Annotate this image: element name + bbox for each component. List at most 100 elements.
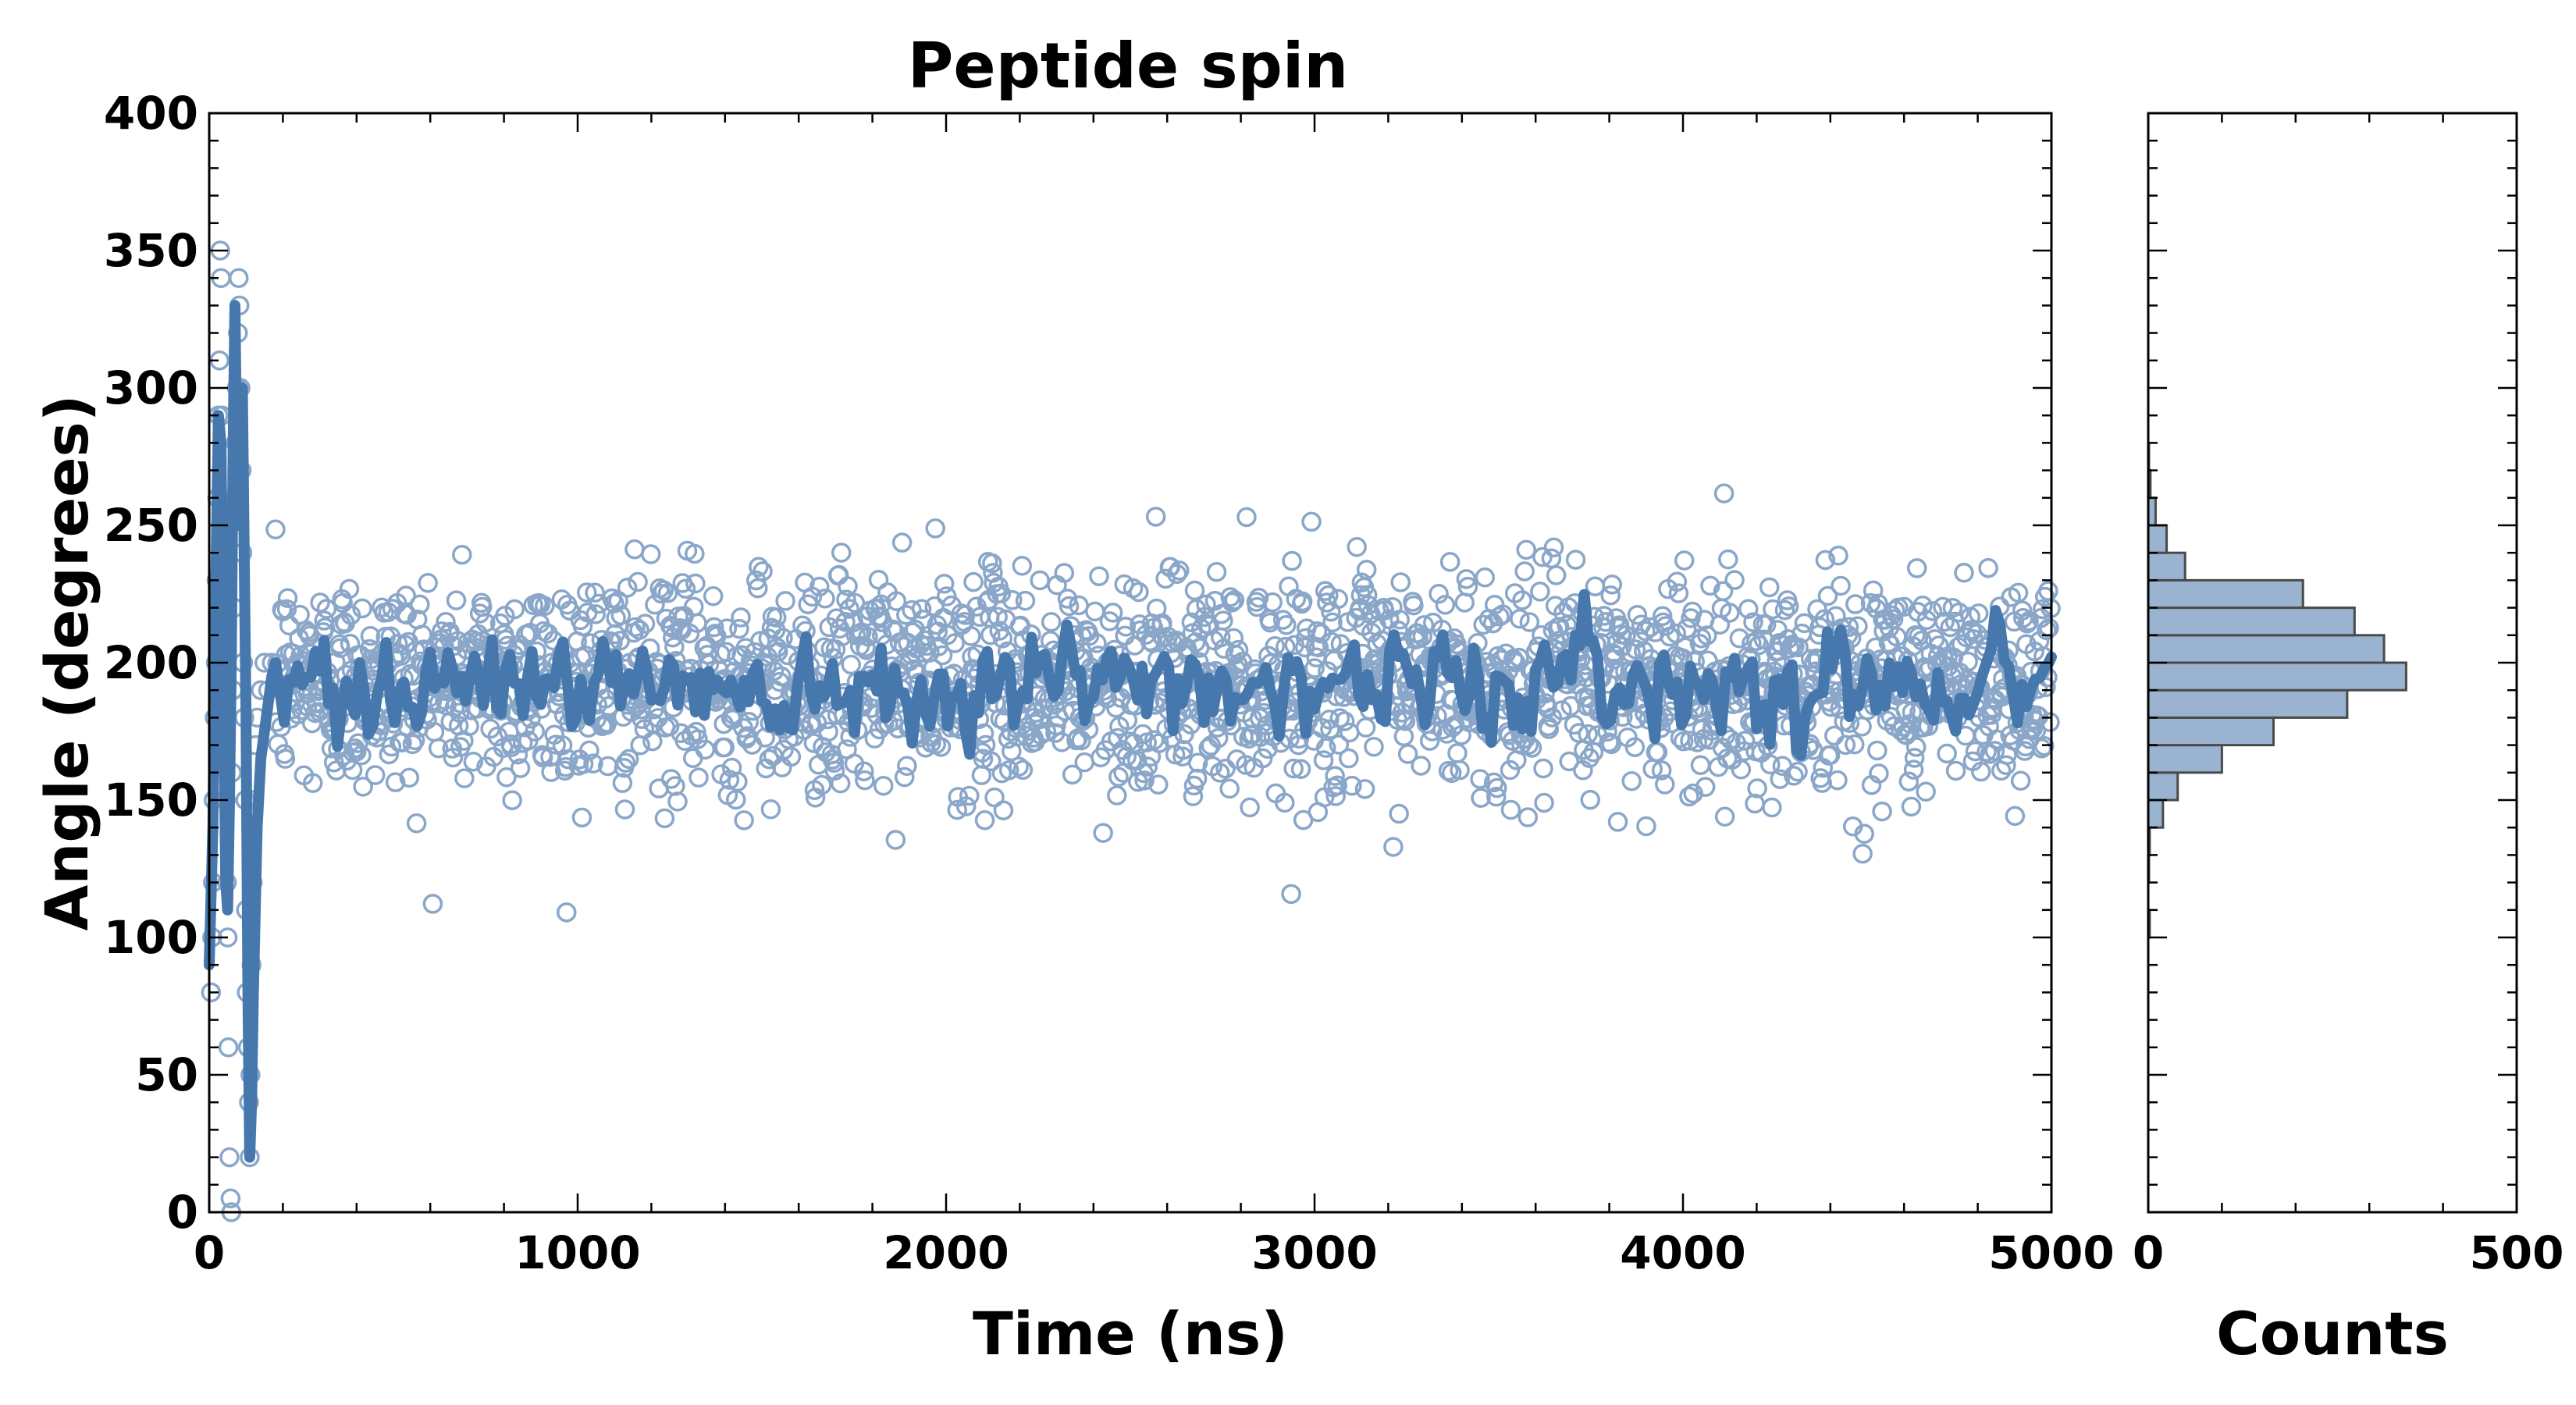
scatter-point xyxy=(1015,590,1036,611)
scatter-point xyxy=(1213,610,1233,631)
scatter-point xyxy=(1635,621,1656,642)
scatter-point xyxy=(1902,702,1923,723)
scatter-point xyxy=(1971,761,1991,782)
scatter-point xyxy=(1852,843,1873,864)
scatter-point xyxy=(422,894,443,914)
scatter-point xyxy=(974,810,995,831)
scatter-point xyxy=(818,721,838,742)
scatter-point xyxy=(351,745,372,766)
scatter-point xyxy=(1976,742,1997,762)
scatter-point xyxy=(1389,803,1409,824)
scatter-point xyxy=(992,628,1013,649)
y-axis-title: Angle (degrees) xyxy=(32,394,101,930)
scatter-point xyxy=(2008,582,2029,603)
scatter-point xyxy=(1820,745,1841,766)
scatter-point xyxy=(608,591,628,611)
scatter-point xyxy=(1710,614,1731,635)
scatter-point xyxy=(1471,788,1491,808)
scatter-point xyxy=(961,626,981,646)
scatter-point xyxy=(631,699,652,720)
histogram-bar xyxy=(2147,551,2186,582)
scatter-point xyxy=(614,799,635,820)
scatter-point xyxy=(1679,786,1699,807)
scatter-point xyxy=(812,774,832,795)
scatter-point xyxy=(1208,727,1229,749)
scatter-point xyxy=(1393,726,1414,747)
scatter-point xyxy=(1887,626,1907,647)
scatter-point xyxy=(1904,748,1925,768)
scatter-point xyxy=(651,583,671,604)
scatter-point xyxy=(507,744,528,765)
scatter-point xyxy=(654,808,675,829)
scatter-point xyxy=(1308,637,1329,658)
scatter-point xyxy=(945,633,965,653)
scatter-point xyxy=(1062,764,1083,785)
scatter-point xyxy=(1826,606,1846,627)
scatter-point xyxy=(749,557,769,578)
scatter-point xyxy=(1319,710,1340,730)
scatter-point xyxy=(1456,569,1477,589)
scatter-point xyxy=(556,902,577,923)
scatter-point xyxy=(1404,595,1424,616)
scatter-point xyxy=(1301,511,1322,532)
scatter-point xyxy=(1621,770,1642,791)
scatter-point xyxy=(856,640,877,660)
scatter-point xyxy=(1509,647,1529,668)
scatter-point xyxy=(963,571,984,592)
scatter-point xyxy=(835,611,856,632)
scatter-point xyxy=(1276,615,1297,635)
histogram-bars xyxy=(2147,441,2407,939)
y-tick-label: 350 xyxy=(104,224,198,277)
scatter-point xyxy=(2019,610,2039,631)
scatter-point xyxy=(1108,767,1129,787)
scatter-point xyxy=(617,578,638,598)
histogram-bar xyxy=(2147,716,2275,747)
scatter-point xyxy=(1762,797,1782,818)
scatter-point xyxy=(868,570,889,590)
scatter-point xyxy=(1439,552,1461,572)
scatter-point xyxy=(2037,620,2057,641)
scatter-point xyxy=(1313,750,1334,770)
scatter-point xyxy=(1512,590,1532,610)
scatter-point xyxy=(1292,591,1313,612)
scatter-point xyxy=(1447,743,1468,763)
scatter-point xyxy=(229,268,249,288)
scatter-point xyxy=(1625,639,1646,660)
scatter-point xyxy=(1041,612,1062,632)
hist-x-tick-label: 500 xyxy=(2469,1226,2564,1279)
scatter-point xyxy=(773,628,793,648)
histogram-bar xyxy=(2147,771,2179,802)
scatter-point xyxy=(1674,550,1695,571)
y-tick-label: 400 xyxy=(104,87,198,140)
scatter-point xyxy=(854,761,874,781)
scatter-point xyxy=(1219,778,1240,799)
scatter-point xyxy=(277,588,298,608)
scatter-point xyxy=(1828,546,1848,566)
scatter-point xyxy=(768,642,788,662)
scatter-point xyxy=(624,539,645,560)
scatter-point xyxy=(1275,792,1295,813)
scatter-point xyxy=(858,626,878,647)
scatter-point xyxy=(310,592,330,613)
scatter-point xyxy=(1294,637,1315,658)
scatter-point xyxy=(452,545,472,565)
scatter-point xyxy=(959,785,980,806)
scatter-point xyxy=(1674,637,1695,657)
main-tick-labels: 0 1000 2000 3000 4000 5000 0 50 100 150 200 250 300 3… xyxy=(104,87,2115,1279)
scatter-point xyxy=(1438,760,1459,781)
hist-x-tick-label: 0 xyxy=(2133,1226,2164,1279)
scatter-point xyxy=(1604,658,1625,679)
scatter-point xyxy=(1724,570,1745,590)
scatter-point xyxy=(1521,738,1542,758)
histogram-tick-labels: 0 500 xyxy=(2133,1226,2564,1279)
scatter-point xyxy=(1328,589,1349,610)
scatter-point xyxy=(502,790,522,811)
scatter-point xyxy=(1429,584,1449,604)
scatter-point xyxy=(1984,741,2005,761)
scatter-point xyxy=(1652,606,1673,627)
scatter-point xyxy=(454,768,475,788)
scatter-point xyxy=(1673,731,1694,752)
scatter-point xyxy=(1601,734,1621,755)
scatter-point xyxy=(1354,779,1375,799)
scatter-point xyxy=(585,582,605,603)
